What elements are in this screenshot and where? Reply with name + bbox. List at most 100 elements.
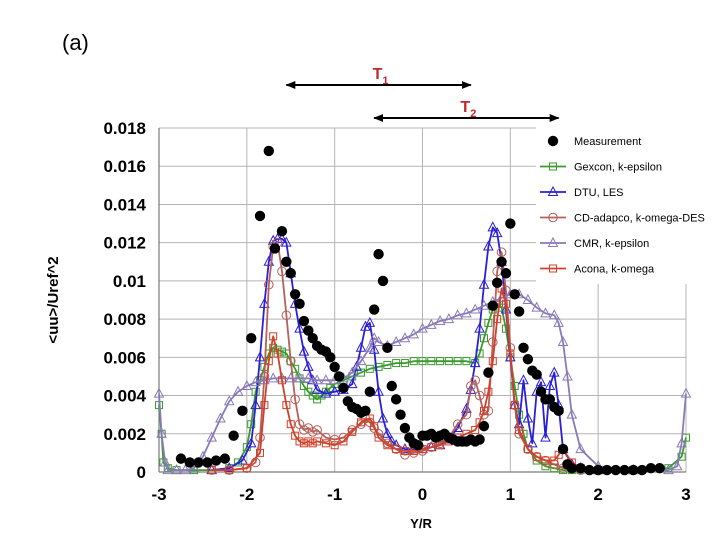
- legend-label: CD-adapco, k-omega-DES: [574, 213, 705, 225]
- data-point: [500, 268, 512, 279]
- data-point: [399, 422, 411, 434]
- data-point: [223, 395, 235, 406]
- data-point: [392, 445, 401, 454]
- data-point: [250, 399, 261, 410]
- data-point: [483, 240, 494, 251]
- data-point: [307, 333, 318, 344]
- data-point: [584, 464, 595, 476]
- data-point: [471, 425, 480, 434]
- data-point: [557, 335, 569, 347]
- data-point: [364, 341, 376, 352]
- data-point: [663, 464, 674, 475]
- data-point: [295, 437, 304, 446]
- data-point: [434, 314, 446, 326]
- data-point: [540, 431, 551, 442]
- data-point: [351, 360, 362, 371]
- data-point: [526, 437, 538, 448]
- data-point: [242, 464, 251, 473]
- y-tick-label: 0.012: [103, 234, 146, 253]
- data-point: [510, 382, 519, 390]
- data-point: [264, 357, 273, 366]
- y-tick-label: 0.014: [103, 195, 146, 214]
- data-point: [364, 316, 376, 327]
- data-point: [330, 441, 339, 450]
- data-point: [676, 437, 687, 448]
- data-point: [370, 422, 379, 431]
- data-point: [188, 462, 200, 473]
- data-point: [461, 409, 472, 420]
- data-point: [478, 420, 490, 432]
- data-point: [263, 279, 274, 290]
- data-point: [491, 227, 503, 238]
- data-point: [368, 343, 380, 354]
- legend-marker: [549, 162, 557, 171]
- data-point: [399, 442, 411, 454]
- data-point: [237, 454, 248, 465]
- data-point: [452, 309, 463, 320]
- data-point: [544, 379, 556, 390]
- legend-item-measurement: Measurement: [547, 135, 641, 148]
- data-point: [474, 434, 485, 445]
- x-tick-label: -3: [151, 485, 166, 504]
- data-point: [285, 372, 297, 383]
- data-point: [409, 357, 418, 366]
- data-point: [269, 332, 278, 341]
- legend-background: [536, 127, 691, 284]
- data-point: [469, 356, 481, 368]
- data-point: [400, 359, 409, 368]
- legend-item-cmr-k-epsilon: CMR, k-epsilon: [540, 236, 649, 250]
- x-tick-label: -2: [239, 485, 254, 504]
- data-point: [601, 464, 613, 476]
- y-tick-label: 0.006: [103, 348, 146, 367]
- data-point: [382, 438, 393, 449]
- data-point: [390, 335, 402, 347]
- data-point: [523, 445, 532, 454]
- data-point: [382, 427, 393, 438]
- series-layer: [153, 145, 692, 476]
- y-tick-label: 0.016: [103, 157, 146, 176]
- data-point: [193, 457, 204, 468]
- data-point: [501, 299, 510, 308]
- data-point: [180, 464, 191, 475]
- data-point: [373, 335, 384, 347]
- data-point: [478, 278, 490, 289]
- data-point: [311, 383, 323, 394]
- data-point: [311, 374, 323, 385]
- data-point: [562, 370, 573, 381]
- data-point: [426, 442, 437, 452]
- data-point: [276, 226, 288, 237]
- data-point: [325, 352, 336, 363]
- data-point: [285, 356, 296, 366]
- data-point: [298, 315, 310, 327]
- data-point: [443, 313, 455, 324]
- legend-item-dtu-les: DTU, LES: [540, 185, 624, 199]
- data-point: [483, 367, 494, 378]
- data-point: [470, 375, 481, 386]
- chart-axes: -3 -2 -1 0 1 2 3 0 0.002 0.004 0.006 0.008 0.01 0.012…: [103, 119, 690, 504]
- data-point: [232, 385, 244, 396]
- series-measurement: [175, 145, 665, 476]
- data-point: [557, 443, 569, 455]
- data-point: [339, 437, 348, 446]
- data-point: [427, 443, 436, 452]
- data-point: [531, 451, 542, 462]
- data-point: [553, 316, 564, 327]
- data-point: [290, 394, 300, 405]
- data-point: [254, 210, 266, 222]
- data-point: [273, 349, 282, 358]
- data-point: [453, 357, 462, 366]
- data-point: [299, 439, 308, 448]
- data-point: [436, 441, 445, 450]
- legend-marker: [547, 185, 559, 196]
- data-point: [575, 462, 586, 474]
- data-point: [373, 385, 384, 396]
- data-point: [250, 376, 261, 387]
- data-point: [592, 464, 604, 476]
- data-point: [307, 427, 318, 437]
- data-point: [277, 376, 286, 385]
- data-point: [408, 448, 419, 458]
- data-point: [488, 357, 497, 366]
- legend-label: Gexcon, k-epsilon: [574, 162, 662, 174]
- data-point: [610, 464, 621, 476]
